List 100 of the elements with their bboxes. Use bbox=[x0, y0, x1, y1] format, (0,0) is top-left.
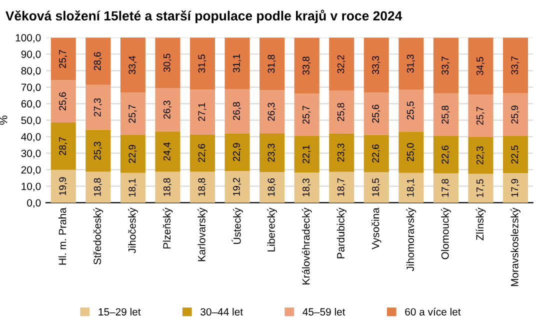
bar bbox=[329, 133, 354, 172]
data-label: 19,2 bbox=[232, 178, 242, 196]
bar bbox=[364, 172, 389, 203]
data-label: 25,6 bbox=[372, 104, 380, 123]
bar bbox=[50, 170, 76, 203]
bar bbox=[398, 172, 424, 203]
x-tick-label: Ústecký bbox=[232, 208, 243, 244]
y-tick-label: 40,0 bbox=[21, 133, 41, 142]
data-label: 31,3 bbox=[406, 54, 415, 73]
bar bbox=[468, 137, 494, 174]
bar bbox=[398, 38, 424, 90]
x-tick-label: Liberecký bbox=[267, 208, 277, 252]
data-label: 22,3 bbox=[476, 146, 484, 164]
bar bbox=[294, 94, 320, 136]
data-label: 18,6 bbox=[268, 178, 276, 196]
x-tick-label: Zlínský bbox=[476, 208, 486, 240]
bar bbox=[468, 38, 494, 95]
legend-label: 30–44 let bbox=[200, 308, 243, 316]
data-label: 31,5 bbox=[198, 54, 206, 73]
data-label: 33,4 bbox=[128, 56, 137, 74]
data-label: 28,7 bbox=[59, 137, 68, 156]
x-tick-label: Pardubický bbox=[336, 208, 347, 258]
data-label: 31,1 bbox=[232, 54, 242, 72]
data-label: 22,6 bbox=[372, 144, 380, 162]
x-tick-label: Královéhradecký bbox=[302, 208, 312, 284]
bar bbox=[260, 172, 285, 203]
bar bbox=[50, 38, 76, 80]
data-label: 22,5 bbox=[511, 146, 520, 164]
y-tick-label: 20,0 bbox=[21, 166, 41, 175]
bar bbox=[86, 38, 111, 85]
bar bbox=[433, 38, 458, 94]
data-label: 28,6 bbox=[94, 52, 102, 70]
bar bbox=[294, 172, 320, 203]
legend-label: 45–59 let bbox=[302, 308, 346, 316]
bar bbox=[86, 84, 111, 130]
data-label: 25,6 bbox=[59, 92, 68, 110]
bar bbox=[120, 172, 146, 203]
bar bbox=[260, 38, 285, 90]
data-label: 26,8 bbox=[232, 102, 242, 120]
bar bbox=[190, 38, 216, 90]
bar bbox=[398, 132, 424, 173]
data-label: 22,6 bbox=[198, 144, 206, 162]
data-label: 31,8 bbox=[268, 54, 276, 73]
data-label: 17,5 bbox=[476, 179, 484, 198]
data-label: 25,5 bbox=[406, 101, 415, 120]
bar bbox=[294, 136, 320, 173]
bar bbox=[155, 131, 180, 172]
bar bbox=[433, 93, 458, 136]
legend-label: 60 a více let bbox=[405, 308, 461, 316]
data-label: 23,3 bbox=[337, 144, 346, 162]
bar bbox=[329, 172, 354, 203]
data-label: 27,3 bbox=[94, 98, 102, 116]
x-tick-label: Hl. m. Praha bbox=[58, 208, 66, 265]
data-label: 18,5 bbox=[372, 178, 380, 196]
data-label: 18,8 bbox=[94, 178, 102, 196]
data-label: 32,2 bbox=[337, 55, 346, 74]
bar bbox=[224, 133, 250, 172]
data-label: 30,5 bbox=[163, 54, 172, 72]
bar bbox=[329, 38, 354, 91]
data-label: 25,8 bbox=[442, 106, 450, 124]
bar bbox=[190, 172, 216, 203]
chart-title: Věková složení 15leté a starší populace podle krajů v roce 2024 bbox=[6, 10, 402, 24]
y-tick-label: 60,0 bbox=[21, 100, 41, 109]
x-tick-label: Jihomoravský bbox=[406, 208, 416, 272]
bar bbox=[224, 88, 250, 134]
bar bbox=[260, 90, 285, 134]
bar bbox=[190, 134, 216, 172]
data-label: 17,8 bbox=[442, 179, 450, 197]
bar bbox=[468, 174, 494, 203]
bar bbox=[433, 173, 458, 203]
data-label: 23,3 bbox=[268, 144, 276, 162]
data-label: 33,3 bbox=[372, 56, 380, 74]
bar bbox=[86, 172, 111, 203]
data-label: 18,8 bbox=[163, 178, 172, 196]
bar bbox=[398, 89, 424, 132]
data-label: 33,7 bbox=[442, 56, 450, 75]
bar bbox=[120, 135, 146, 173]
data-label: 18,1 bbox=[406, 178, 415, 197]
bar bbox=[502, 136, 528, 174]
data-label: 22,6 bbox=[442, 146, 450, 164]
bar bbox=[260, 134, 285, 172]
data-label: 19,9 bbox=[59, 177, 68, 196]
data-label: 22,1 bbox=[302, 145, 311, 164]
y-tick-label: 100,0 bbox=[16, 34, 41, 43]
x-tick-label: Plzeňský bbox=[162, 208, 173, 248]
bar bbox=[294, 38, 320, 94]
data-label: 27,1 bbox=[198, 103, 206, 121]
bar bbox=[155, 172, 180, 203]
x-tick-label: Vysočina bbox=[372, 208, 382, 250]
x-tick-label: Moravskoslezský bbox=[510, 208, 520, 286]
bar bbox=[224, 171, 250, 203]
bar bbox=[502, 173, 528, 203]
bar bbox=[224, 38, 250, 89]
data-label: 25,7 bbox=[128, 104, 137, 123]
bar bbox=[364, 134, 389, 172]
data-label: 25,3 bbox=[94, 142, 102, 160]
y-tick-label: 90,0 bbox=[21, 50, 41, 60]
y-tick-label: 0,0 bbox=[27, 199, 41, 208]
data-label: 17,9 bbox=[511, 178, 520, 197]
x-tick-label: Jihočeský bbox=[128, 208, 138, 254]
